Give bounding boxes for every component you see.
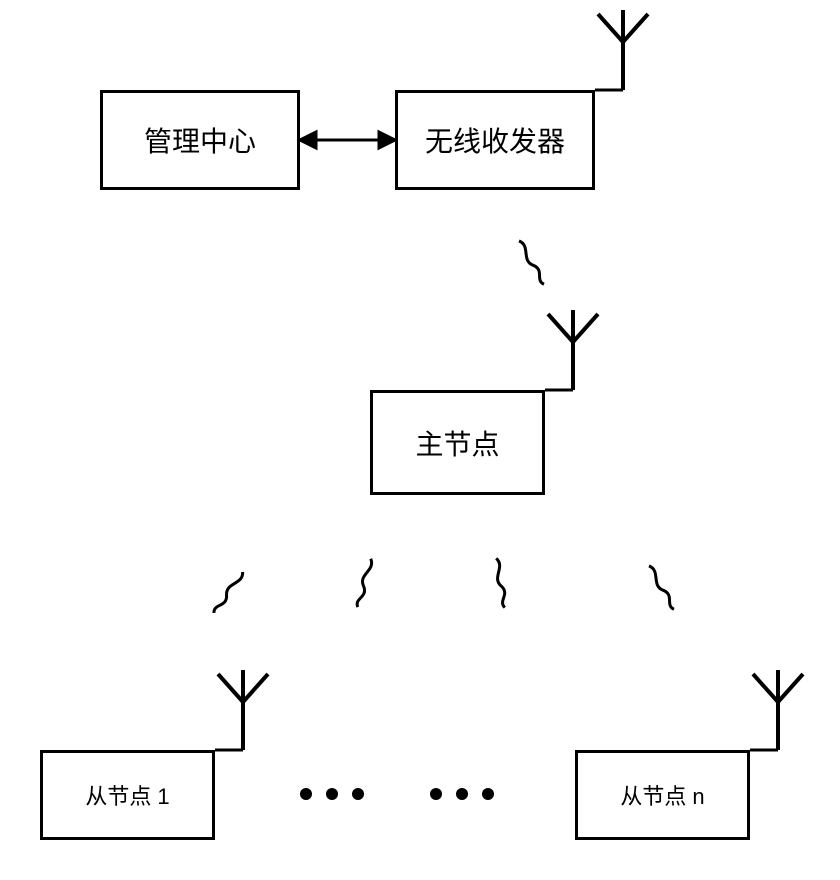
mgmt-center-box: 管理中心 [100, 90, 300, 190]
slave-node-n-box: 从节点 n [575, 750, 750, 840]
antenna-icon [598, 10, 648, 90]
antenna-icon [753, 670, 803, 750]
antenna-icon [548, 310, 598, 390]
antenna-icon [218, 670, 268, 750]
slave-node-1-box: 从节点 1 [40, 750, 215, 840]
dot [352, 788, 364, 800]
transceiver-box: 无线收发器 [395, 90, 595, 190]
slave-node-1-label: 从节点 1 [85, 779, 169, 811]
ellipsis-dots [300, 788, 494, 800]
wireless-icon [647, 565, 676, 611]
dot [300, 788, 312, 800]
master-node-box: 主节点 [370, 390, 545, 495]
wireless-icon [517, 240, 546, 286]
transceiver-label: 无线收发器 [425, 120, 565, 160]
bidirectional-arrow [300, 132, 395, 148]
slave-node-n-label: 从节点 n [620, 779, 704, 811]
wireless-icon [494, 558, 507, 608]
dot [456, 788, 468, 800]
dot [326, 788, 338, 800]
dot [482, 788, 494, 800]
wireless-icon [212, 571, 245, 615]
mgmt-center-label: 管理中心 [144, 120, 256, 160]
wireless-icon [356, 558, 374, 608]
master-node-label: 主节点 [415, 423, 499, 463]
dot [430, 788, 442, 800]
